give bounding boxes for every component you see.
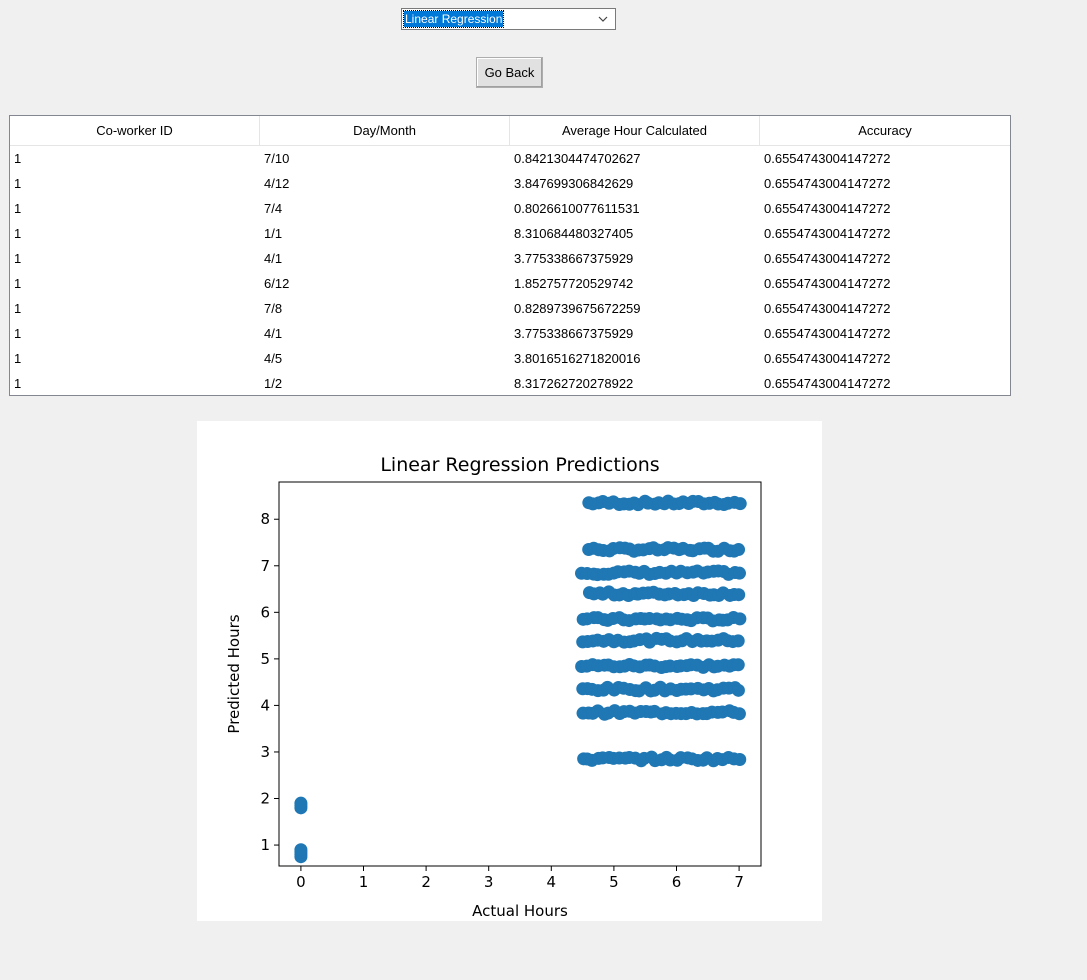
- table-header: Co-worker ID Day/Month Average Hour Calc…: [10, 116, 1010, 146]
- table-row[interactable]: 1 4/1 3.775338667375929 0.6554743004147272: [10, 246, 1010, 271]
- x-tick-label: 1: [359, 873, 369, 891]
- column-header-day-month[interactable]: Day/Month: [260, 116, 510, 145]
- x-tick-label: 2: [421, 873, 431, 891]
- y-tick-label: 7: [260, 557, 270, 575]
- cell-accuracy: 0.6554743004147272: [764, 251, 891, 266]
- cell-average-hour: 0.8421304474702627: [514, 151, 641, 166]
- y-axis-label: Predicted Hours: [225, 614, 243, 733]
- cell-accuracy: 0.6554743004147272: [764, 376, 891, 391]
- column-header-coworker-id[interactable]: Co-worker ID: [10, 116, 260, 145]
- model-select-value: Linear Regression: [402, 10, 505, 28]
- cell-average-hour: 8.317262720278922: [514, 376, 634, 391]
- table-row[interactable]: 1 4/5 3.8016516271820016 0.6554743004147272: [10, 346, 1010, 371]
- x-tick-label: 5: [609, 873, 619, 891]
- cell-coworker-id: 1: [14, 351, 22, 366]
- data-point: [733, 753, 747, 767]
- x-tick-label: 4: [547, 873, 557, 891]
- data-point: [731, 634, 745, 648]
- cell-coworker-id: 1: [14, 226, 22, 241]
- cell-day-month: 7/8: [264, 301, 283, 316]
- cell-day-month: 4/12: [264, 176, 290, 191]
- chart-title: Linear Regression Predictions: [380, 454, 659, 476]
- cell-day-month: 6/12: [264, 276, 290, 291]
- cell-average-hour: 3.775338667375929: [514, 251, 634, 266]
- data-point: [732, 588, 746, 602]
- cell-coworker-id: 1: [14, 201, 22, 216]
- cell-average-hour: 0.8289739675672259: [514, 301, 641, 316]
- cell-day-month: 1/1: [264, 226, 283, 241]
- cell-coworker-id: 1: [14, 301, 22, 316]
- data-point: [731, 683, 745, 697]
- y-tick-label: 8: [260, 510, 270, 528]
- table-row[interactable]: 1 4/1 3.775338667375929 0.6554743004147272: [10, 321, 1010, 346]
- x-axis-label: Actual Hours: [472, 902, 568, 920]
- cell-average-hour: 3.8016516271820016: [514, 351, 641, 366]
- x-tick-label: 6: [672, 873, 682, 891]
- table-row[interactable]: 1 1/2 8.317262720278922 0.6554743004147272: [10, 371, 1010, 396]
- cell-day-month: 7/10: [264, 151, 290, 166]
- plot-frame: [278, 481, 762, 867]
- y-tick-label: 6: [260, 603, 270, 621]
- cell-accuracy: 0.6554743004147272: [764, 176, 891, 191]
- table-row[interactable]: 1 7/10 0.8421304474702627 0.655474300414727…: [10, 146, 1010, 171]
- data-point: [733, 612, 747, 626]
- cell-day-month: 1/2: [264, 376, 283, 391]
- x-tick-label: 3: [484, 873, 494, 891]
- cell-average-hour: 1.852757720529742: [514, 276, 634, 291]
- cell-accuracy: 0.6554743004147272: [764, 226, 891, 241]
- cell-average-hour: 0.8026610077611531: [514, 201, 640, 216]
- table-row[interactable]: 1 4/12 3.847699306842629 0.6554743004147272: [10, 171, 1010, 196]
- cell-average-hour: 8.310684480327405: [514, 226, 634, 241]
- data-point: [294, 843, 308, 857]
- table-row[interactable]: 1 7/8 0.8289739675672259 0.6554743004147272: [10, 296, 1010, 321]
- cell-day-month: 4/1: [264, 251, 283, 266]
- cell-accuracy: 0.6554743004147272: [764, 301, 891, 316]
- y-tick-label: 1: [260, 836, 270, 854]
- y-tick-label: 2: [260, 790, 270, 808]
- y-tick-label: 4: [260, 696, 270, 714]
- data-point: [294, 796, 308, 810]
- y-tick-label: 3: [260, 743, 270, 761]
- cell-day-month: 7/4: [264, 201, 283, 216]
- cell-day-month: 4/1: [264, 326, 283, 341]
- table-row[interactable]: 1 7/4 0.8026610077611531 0.6554743004147272: [10, 196, 1010, 221]
- data-point: [731, 658, 745, 672]
- data-point: [733, 497, 747, 511]
- column-header-accuracy[interactable]: Accuracy: [858, 123, 912, 138]
- cell-accuracy: 0.6554743004147272: [764, 276, 891, 291]
- model-select[interactable]: Linear Regression: [401, 8, 616, 30]
- data-point: [732, 707, 746, 721]
- table-row[interactable]: 1 1/1 8.310684480327405 0.6554743004147272: [10, 221, 1010, 246]
- x-tick-label: 0: [296, 873, 306, 891]
- cell-coworker-id: 1: [14, 151, 22, 166]
- scatter-chart: Linear Regression Predictions 0 1 2 3 4 5 6 7 1 2 3…: [197, 421, 822, 921]
- cell-accuracy: 0.6554743004147272: [764, 326, 891, 341]
- cell-accuracy: 0.6554743004147272: [764, 351, 891, 366]
- cell-coworker-id: 1: [14, 176, 22, 191]
- x-tick-label: 7: [734, 873, 744, 891]
- cell-accuracy: 0.6554743004147272: [764, 151, 891, 166]
- cell-coworker-id: 1: [14, 376, 22, 391]
- table-row[interactable]: 1 6/12 1.852757720529742 0.6554743004147272: [10, 271, 1010, 296]
- results-table: Co-worker ID Day/Month Average Hour Calc…: [9, 115, 1011, 396]
- y-tick-label: 5: [260, 650, 270, 668]
- data-point: [732, 543, 746, 557]
- cell-accuracy: 0.6554743004147272: [764, 201, 891, 216]
- cell-coworker-id: 1: [14, 326, 22, 341]
- chevron-down-icon[interactable]: [597, 13, 609, 25]
- cell-average-hour: 3.847699306842629: [514, 176, 634, 191]
- data-point: [732, 566, 746, 580]
- table-body: 1 7/10 0.8421304474702627 0.655474300414727…: [10, 146, 1010, 396]
- cell-average-hour: 3.775338667375929: [514, 326, 634, 341]
- cell-day-month: 4/5: [264, 351, 283, 366]
- cell-coworker-id: 1: [14, 276, 22, 291]
- go-back-button[interactable]: Go Back: [476, 57, 543, 88]
- data-points: [294, 494, 747, 864]
- column-header-average-hour[interactable]: Average Hour Calculated: [510, 116, 760, 145]
- cell-coworker-id: 1: [14, 251, 22, 266]
